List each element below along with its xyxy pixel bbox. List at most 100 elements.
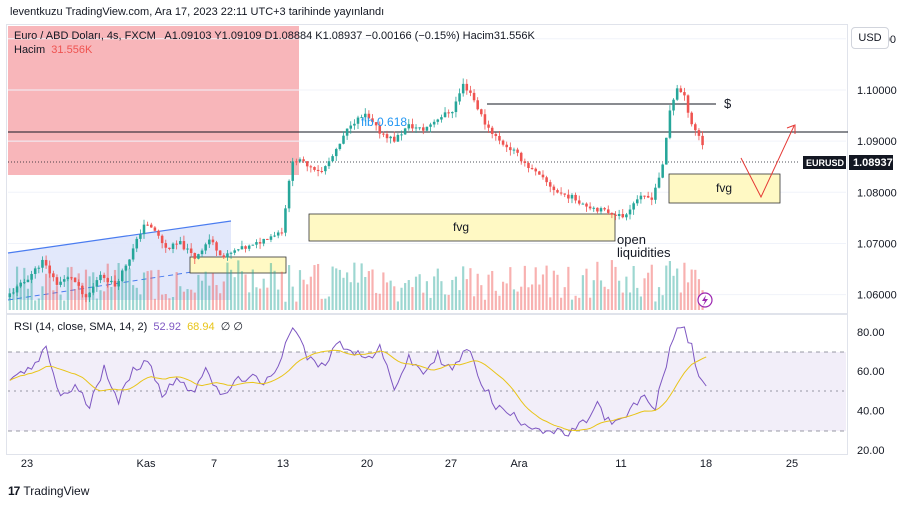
volume-bar (244, 274, 247, 310)
volume-bar (171, 297, 175, 310)
price-tick-label: 1.09000 (857, 136, 897, 148)
volume-bar (396, 301, 399, 310)
volume-bar (596, 261, 599, 310)
volume-bar (208, 285, 211, 310)
dollar-label: $ (724, 96, 732, 111)
volume-bar (400, 287, 403, 310)
time-tick-label: 20 (361, 458, 373, 470)
volume-bar (132, 285, 135, 310)
volume-bar (665, 265, 668, 310)
candle-body (480, 109, 483, 115)
candle-body (215, 242, 218, 251)
candle-body (95, 280, 99, 287)
candle-body (509, 147, 512, 151)
volume-bar (84, 269, 88, 310)
volume-bar (480, 285, 483, 310)
candle-body (247, 245, 251, 249)
candle-body (124, 265, 128, 271)
candle-body (422, 127, 425, 131)
candle-body (628, 209, 632, 215)
volume-bar (585, 268, 588, 310)
rsi-line (9, 326, 707, 437)
candle-body (146, 224, 149, 226)
candle-body (91, 286, 95, 293)
candle-body (621, 214, 625, 218)
volume-bar (338, 269, 341, 310)
candle-body (559, 192, 563, 194)
candle-body (338, 143, 342, 150)
brand-footer[interactable]: 17 TradingView (8, 484, 89, 498)
candle-body (643, 195, 646, 197)
volume-bar (327, 296, 331, 310)
volume-bar (211, 273, 215, 310)
candle-body (396, 135, 400, 142)
volume-bar (614, 266, 617, 310)
candle-body (697, 130, 701, 136)
volume-bar (563, 287, 566, 310)
candle-body (179, 241, 182, 245)
volume-bar (625, 276, 628, 310)
candle-body (255, 242, 258, 245)
candle-body (334, 149, 338, 157)
candle-body (269, 236, 273, 240)
candle-body (73, 277, 77, 283)
candle-body (324, 166, 327, 172)
candle-body (229, 252, 233, 254)
candle-body (360, 117, 363, 119)
volume-bar (342, 277, 345, 310)
candle-body (545, 177, 548, 183)
volume-bar (512, 289, 516, 310)
time-tick-label: 13 (277, 458, 289, 470)
candle-body (596, 207, 599, 212)
volume-bar (636, 287, 639, 310)
volume-bar (226, 262, 229, 310)
currency-button[interactable]: USD (851, 27, 889, 49)
candle-body (23, 282, 26, 284)
volume-bar (418, 274, 421, 310)
volume-bar (589, 297, 592, 310)
candle-body (353, 123, 356, 126)
candle-body (454, 101, 458, 113)
volume-bar (186, 289, 189, 310)
volume-bar (161, 294, 164, 310)
volume-bar (505, 283, 508, 310)
volume-bar (458, 290, 461, 310)
symbol-legend: Euro / ABD Doları, 4s, FXCM A1.09103 Y1.… (14, 30, 535, 42)
volume-value: 31.556K (51, 44, 93, 56)
volume-bar (335, 268, 338, 310)
volume-bar (44, 273, 48, 310)
candle-body (142, 224, 146, 235)
volume-bar (139, 294, 142, 310)
candle-body (30, 273, 33, 280)
candle-body (204, 244, 207, 251)
volume-bar (55, 286, 59, 310)
volume-bar (556, 274, 559, 310)
volume-bar (443, 294, 447, 310)
candle-body (117, 281, 120, 287)
candle-body (657, 177, 661, 188)
volume-bar (531, 284, 534, 310)
candle-body (665, 137, 668, 165)
candle-body (585, 203, 588, 207)
volume-bar (694, 269, 697, 310)
volume-bar (599, 280, 603, 310)
candle-body (469, 90, 472, 93)
rsi-band (8, 352, 846, 431)
volume-bar (454, 276, 458, 310)
volume-bar (273, 270, 276, 310)
candle-body (483, 114, 487, 125)
candle-body (273, 235, 276, 237)
candle-body (389, 136, 392, 139)
volume-bar (393, 286, 396, 310)
volume-bar (190, 289, 193, 310)
candle-body (418, 127, 421, 129)
candle-body (490, 127, 494, 134)
brand-name: TradingView (23, 484, 90, 498)
volume-bar (95, 298, 98, 310)
volume-bar (182, 291, 185, 310)
rsi-tick-label: 20.00 (857, 445, 885, 457)
candle-body (175, 243, 178, 245)
candle-body (588, 206, 592, 209)
candle-body (110, 280, 113, 283)
